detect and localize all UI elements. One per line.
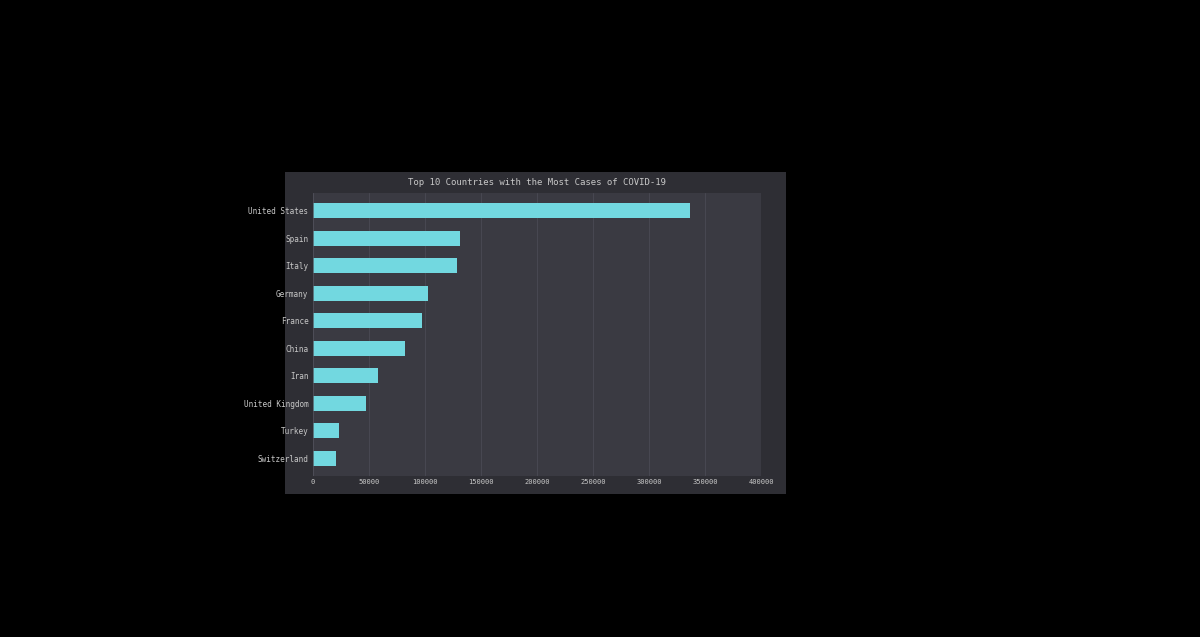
Bar <box>312 231 460 246</box>
Bar <box>312 341 404 355</box>
Bar <box>312 258 457 273</box>
Bar <box>312 285 428 301</box>
Title: Top 10 Countries with the Most Cases of COVID-19: Top 10 Countries with the Most Cases of … <box>408 178 666 187</box>
Bar <box>312 313 422 328</box>
Bar <box>312 396 366 411</box>
Bar <box>312 423 340 438</box>
Bar <box>312 450 336 466</box>
Bar <box>312 203 690 218</box>
Bar <box>312 368 378 383</box>
